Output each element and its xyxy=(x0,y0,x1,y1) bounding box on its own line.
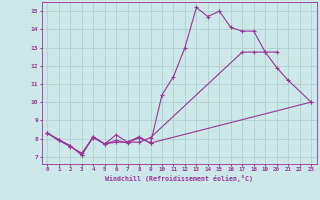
X-axis label: Windchill (Refroidissement éolien,°C): Windchill (Refroidissement éolien,°C) xyxy=(105,175,253,182)
